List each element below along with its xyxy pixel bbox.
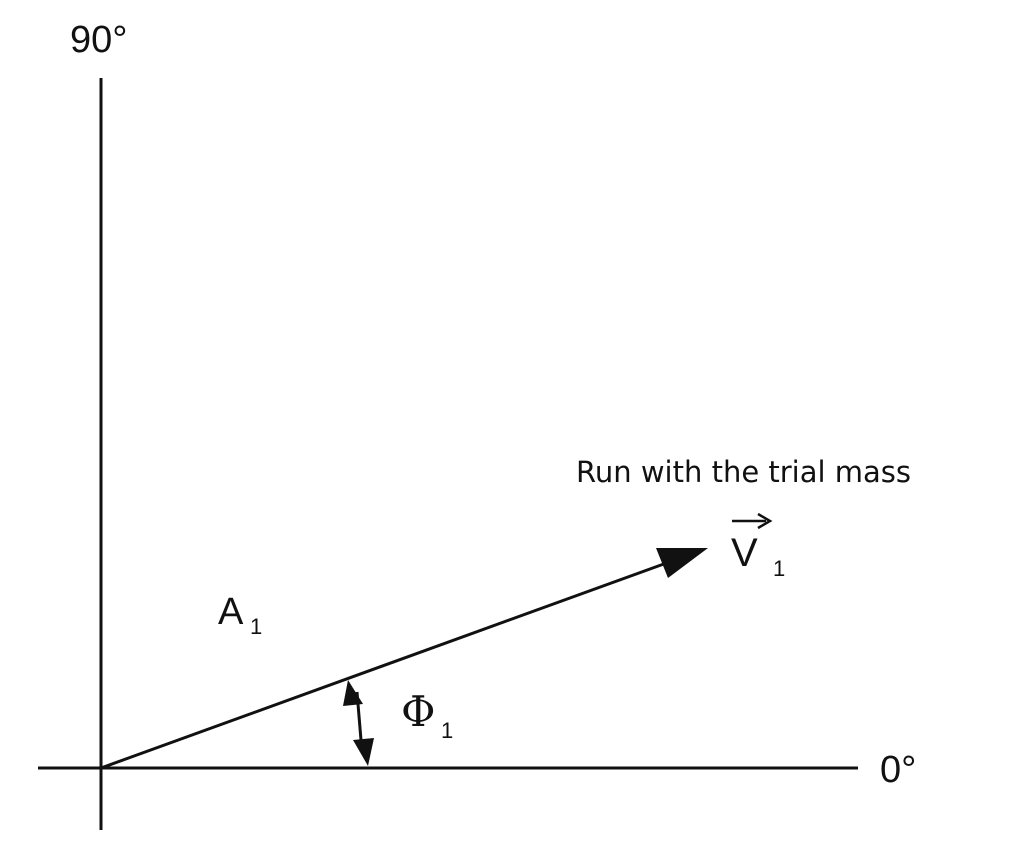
amplitude-name: A [218, 591, 244, 633]
vector-name: V [731, 531, 758, 575]
phase-label: Φ 1 [401, 687, 453, 743]
vector-subscript: 1 [773, 556, 785, 581]
phase-angle-arrow [343, 680, 374, 766]
horizontal-axis-label: 0° [880, 749, 916, 791]
vector-v1-line [100, 559, 673, 770]
amplitude-subscript: 1 [250, 614, 262, 639]
amplitude-label: A 1 [218, 591, 262, 639]
phase-arrow-head-top [343, 680, 363, 706]
phase-subscript: 1 [441, 718, 453, 743]
vector-v1-label: V 1 [731, 512, 785, 581]
vertical-axis-label: 90° [70, 19, 127, 61]
vector-overline-arrow-tip [757, 512, 773, 530]
vector-v1-arrowhead [656, 548, 708, 578]
phase-symbol: Φ [401, 687, 435, 736]
vector-caption: Run with the trial mass [576, 455, 911, 489]
phase-arrow-head-bottom [353, 738, 374, 766]
